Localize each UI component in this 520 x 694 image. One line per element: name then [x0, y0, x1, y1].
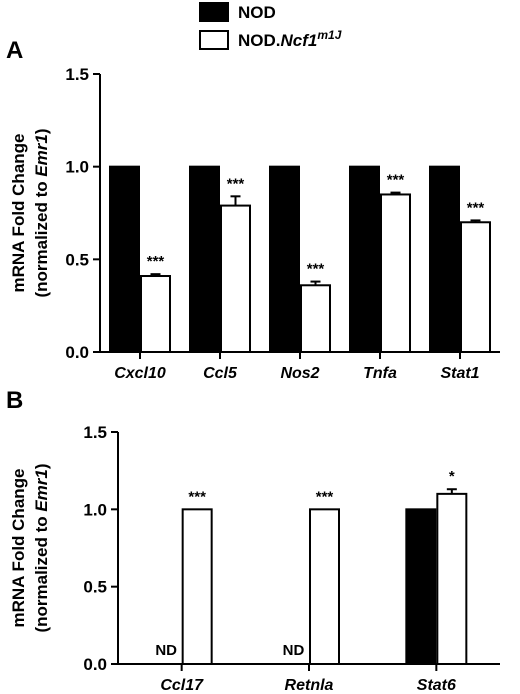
- y-axis-title-line1: mRNA Fold Change: [9, 134, 28, 293]
- significance-label: ***: [307, 261, 325, 278]
- legend-label-nod: NOD: [238, 3, 276, 22]
- y-tick-label: 1.0: [83, 500, 107, 519]
- bar-ncf1: [220, 204, 251, 353]
- chart-panel-a: mRNA Fold Change (normalized to Emr1) 0.0 0…: [9, 65, 500, 382]
- legend: NOD NOD.Ncf1m1J: [199, 2, 342, 50]
- bar-ncf1: [460, 221, 491, 353]
- legend-swatch-ncf1: [199, 30, 229, 50]
- significance-label: ***: [316, 488, 334, 505]
- bar-ncf1: [181, 508, 213, 666]
- y-axis-title-line1: mRNA Fold Change: [9, 469, 28, 628]
- significance-label: ***: [227, 175, 245, 192]
- bar-ncf1: [436, 492, 468, 665]
- x-tick-label: Ccl17: [160, 677, 204, 694]
- panel-label-a: A: [6, 37, 23, 64]
- y-tick-label: 0.0: [65, 343, 89, 362]
- y-axis-title-line2: (normalized to Emr1): [32, 463, 51, 632]
- x-tick-label: Retnla: [285, 677, 334, 694]
- not-detected-label: ND: [283, 642, 305, 659]
- significance-label: ***: [188, 488, 206, 505]
- y-tick-label: 1.5: [65, 65, 89, 84]
- bar-nod: [349, 165, 380, 353]
- x-tick-label: Stat6: [417, 677, 456, 694]
- significance-label: ***: [387, 172, 405, 189]
- bar-ncf1: [309, 508, 340, 666]
- y-tick-label: 0.5: [83, 578, 107, 597]
- legend-label-ncf1: NOD.Ncf1m1J: [238, 28, 342, 50]
- bar-ncf1: [380, 193, 411, 353]
- significance-label: ***: [467, 199, 485, 216]
- y-tick-label: 1.5: [83, 423, 107, 442]
- bar-nod: [109, 165, 140, 353]
- chart-panel-b: mRNA Fold Change (normalized to Emr1) 0.0 0…: [9, 423, 500, 694]
- y-tick-label: 1.0: [65, 158, 89, 177]
- not-detected-label: ND: [155, 642, 177, 659]
- y-tick-label: 0.0: [83, 655, 107, 674]
- bar-ncf1: [140, 275, 171, 353]
- significance-label: ***: [147, 253, 165, 270]
- x-tick-label: Stat1: [440, 365, 479, 382]
- bar-ncf1: [300, 284, 331, 353]
- y-axis-title-line2: (normalized to Emr1): [32, 128, 51, 297]
- bar-nod: [429, 165, 460, 353]
- x-tick-label: Ccl5: [203, 365, 238, 382]
- y-tick-label: 0.5: [65, 250, 89, 269]
- significance-label: *: [449, 468, 455, 485]
- bar-nod: [405, 508, 437, 666]
- legend-swatch-nod: [199, 2, 229, 22]
- panel-label-b: B: [6, 387, 23, 414]
- x-tick-label: Nos2: [280, 365, 319, 382]
- x-tick-label: Cxcl10: [114, 365, 166, 382]
- bar-nod: [269, 165, 300, 353]
- x-tick-label: Tnfa: [363, 365, 397, 382]
- bar-nod: [189, 165, 220, 353]
